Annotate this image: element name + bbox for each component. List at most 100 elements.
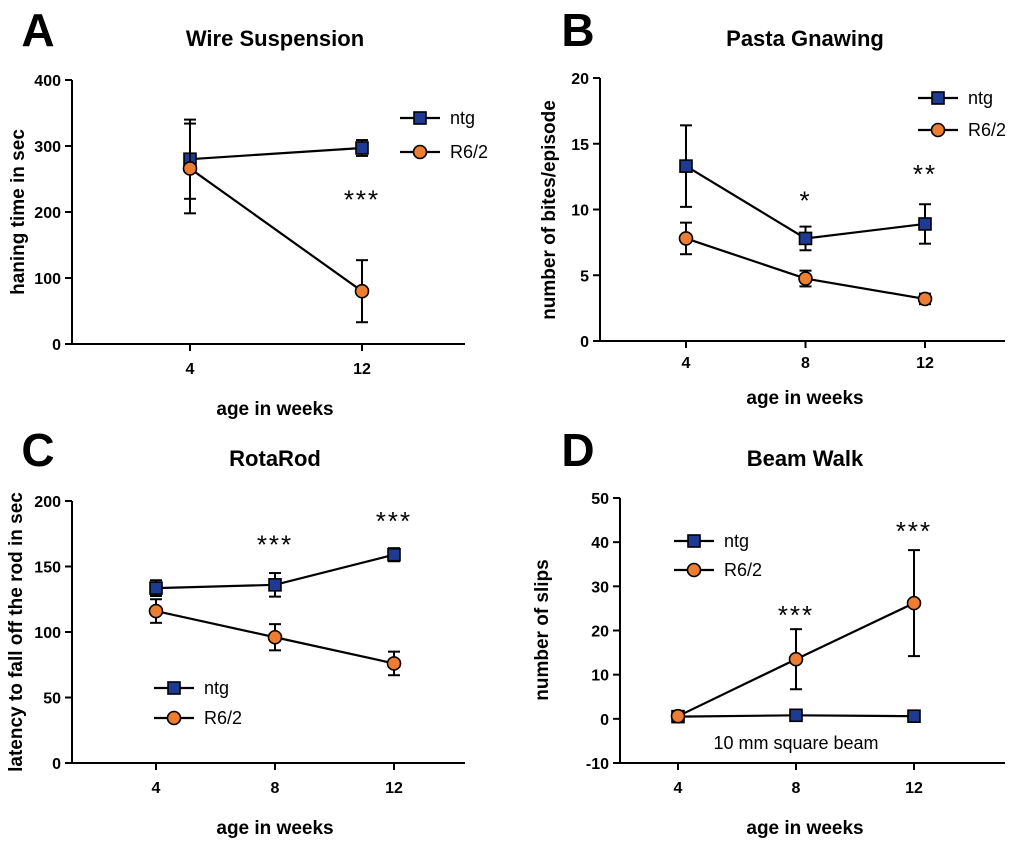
chart-title: Beam Walk xyxy=(747,446,864,471)
y-axis-label: number of bites/episode xyxy=(539,100,560,320)
y-tick-label: 5 xyxy=(580,268,589,285)
y-tick-label: 15 xyxy=(571,137,589,154)
panel-c: C RotaRod 0 50 100 150 200 4 8 12 age in weeks late… xyxy=(6,424,465,839)
panel-letter: D xyxy=(561,424,594,476)
data-point-circle xyxy=(354,283,370,299)
data-point-square xyxy=(387,547,401,562)
x-tick-label: 8 xyxy=(271,780,280,797)
data-point-circle xyxy=(182,161,198,176)
significance-marker: *** xyxy=(376,506,412,536)
legend: ntg R6/2 xyxy=(154,678,242,728)
chart-title: RotaRod xyxy=(229,446,321,471)
y-axis-label: haning time in sec xyxy=(8,129,29,295)
series-r6-2 xyxy=(670,549,922,724)
data-point-circle xyxy=(678,231,694,246)
panel-letter: A xyxy=(21,4,54,56)
y-tick-label: 30 xyxy=(591,579,609,596)
x-axis-label: age in weeks xyxy=(746,388,863,409)
y-tick-label: 0 xyxy=(52,756,61,773)
y-tick-label: 0 xyxy=(580,334,589,351)
series-line xyxy=(189,167,363,293)
x-tick-label: 4 xyxy=(186,361,195,378)
legend-marker-circle xyxy=(930,122,946,138)
data-point-square xyxy=(679,159,693,173)
data-point-circle xyxy=(148,603,164,619)
series-r6-2 xyxy=(148,598,402,677)
legend-label: R6/2 xyxy=(968,120,1006,140)
data-point-circle xyxy=(386,656,402,671)
legend-label: R6/2 xyxy=(204,708,242,728)
data-point-circle xyxy=(917,291,933,307)
y-tick-label: 10 xyxy=(571,203,589,220)
significance-marker: *** xyxy=(778,600,814,630)
y-tick-label: 400 xyxy=(34,73,61,90)
data-point-square xyxy=(789,708,803,723)
series-line xyxy=(189,146,363,161)
chart-title: Wire Suspension xyxy=(186,26,364,51)
panel-b: B Pasta Gnawing 0 5 10 15 20 4 8 12 age in weeks nu… xyxy=(539,4,1006,409)
legend: ntg R6/2 xyxy=(400,108,488,162)
x-axis-label: age in weeks xyxy=(216,818,333,839)
x-tick-label: 12 xyxy=(385,780,403,797)
x-tick-label: 4 xyxy=(682,355,691,372)
significance-marker: *** xyxy=(896,516,932,546)
y-axis-label: latency to fall off the rod in sec xyxy=(6,492,27,772)
x-axis-label: age in weeks xyxy=(216,399,333,420)
legend-marker-square xyxy=(413,111,427,125)
x-tick-label: 4 xyxy=(152,780,161,797)
data-point-circle xyxy=(798,271,813,286)
significance-marker: *** xyxy=(257,529,293,559)
y-tick-label: 200 xyxy=(34,494,61,511)
y-tick-label: -10 xyxy=(586,756,609,773)
legend-marker-circle xyxy=(412,144,428,160)
series-ntg xyxy=(149,547,401,598)
legend-marker-square xyxy=(931,91,945,105)
chart-title: Pasta Gnawing xyxy=(726,26,884,51)
y-tick-label: 50 xyxy=(43,691,61,708)
legend: ntg R6/2 xyxy=(918,88,1006,140)
y-tick-label: 200 xyxy=(34,205,61,222)
legend-label: ntg xyxy=(204,678,229,698)
series-r6-2 xyxy=(182,122,370,324)
y-tick-label: 150 xyxy=(34,560,61,577)
x-tick-label: 8 xyxy=(792,780,801,797)
panel-letter: B xyxy=(561,4,594,56)
data-point-circle xyxy=(670,708,686,724)
data-point-square xyxy=(355,141,369,155)
y-tick-label: 0 xyxy=(52,337,61,354)
significance-marker: * xyxy=(799,186,811,216)
legend-label: ntg xyxy=(724,531,749,551)
y-tick-label: 20 xyxy=(591,624,609,641)
x-tick-label: 8 xyxy=(801,355,810,372)
legend-label: ntg xyxy=(450,108,475,128)
legend: ntg R6/2 xyxy=(674,531,762,580)
data-point-square xyxy=(907,709,921,723)
legend-label: R6/2 xyxy=(724,560,762,580)
y-tick-label: 50 xyxy=(591,491,609,508)
legend-marker-circle xyxy=(686,562,702,578)
x-axis-label: age in weeks xyxy=(746,818,863,839)
series-ntg xyxy=(679,124,932,252)
data-point-circle xyxy=(788,651,804,667)
x-tick-label: 12 xyxy=(353,361,371,378)
data-point-square xyxy=(268,578,282,592)
y-tick-label: 100 xyxy=(34,271,61,288)
x-tick-label: 4 xyxy=(674,780,683,797)
y-tick-label: 300 xyxy=(34,139,61,156)
y-axis-label: number of slips xyxy=(532,559,553,700)
legend-marker-square xyxy=(167,681,181,695)
series-r6-2 xyxy=(678,221,933,307)
legend-label: R6/2 xyxy=(450,142,488,162)
chart-note: 10 mm square beam xyxy=(713,733,878,753)
x-tick-label: 12 xyxy=(916,355,934,372)
y-tick-label: 0 xyxy=(600,712,609,729)
significance-marker: *** xyxy=(344,185,380,215)
series-ntg xyxy=(671,708,921,724)
legend-marker-square xyxy=(687,534,701,548)
series-ntg xyxy=(183,118,369,200)
data-point-circle xyxy=(267,629,283,645)
data-point-square xyxy=(918,217,932,231)
panel-d: D Beam Walk -10 0 10 20 30 40 50 4 8 12 age in weeks… xyxy=(532,424,1005,839)
panel-a: A Wire Suspension 0 100 200 300 400 4 12 age in w… xyxy=(8,4,488,420)
